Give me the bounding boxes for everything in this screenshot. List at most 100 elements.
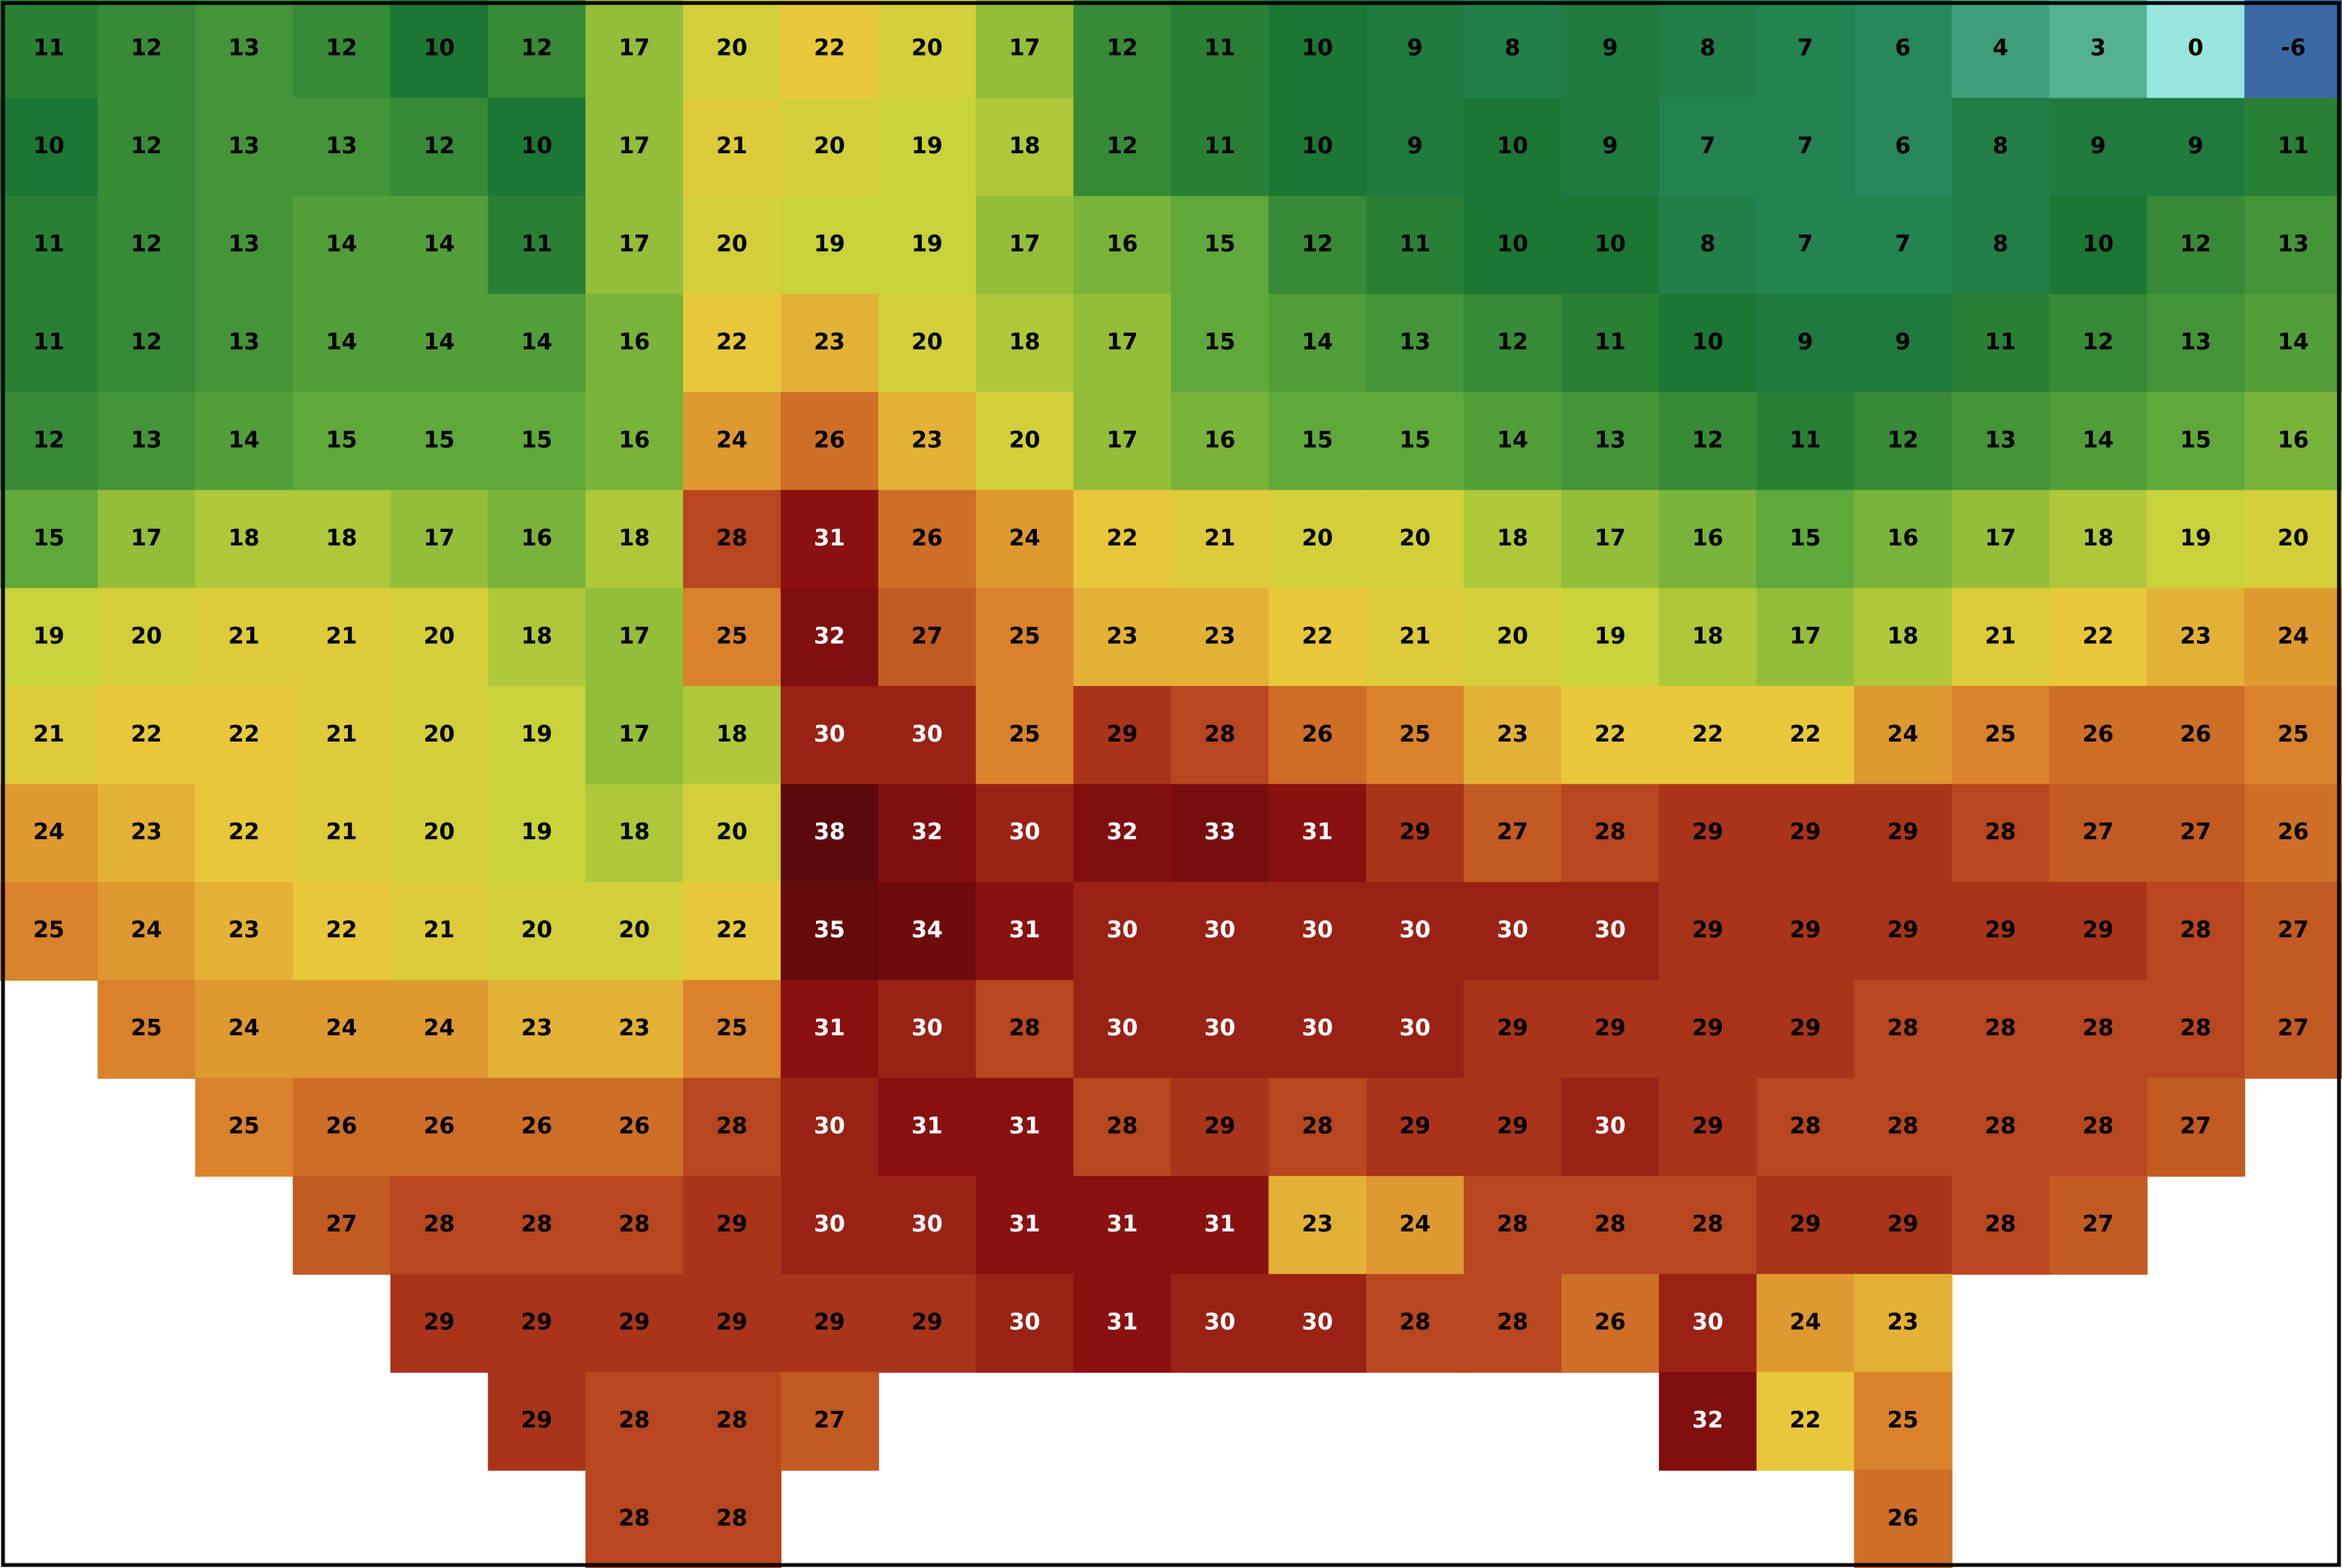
temperature-cell [390, 1273, 489, 1373]
temperature-cell [292, 588, 391, 687]
temperature-label: 10 [1497, 231, 1528, 258]
temperature-cell [1366, 881, 1465, 981]
temperature-label: 30 [1009, 819, 1041, 845]
temperature-label: 30 [911, 1211, 943, 1237]
temperature-cell [488, 294, 587, 393]
temperature-label: 14 [326, 329, 358, 355]
temperature-label: 21 [33, 721, 65, 748]
temperature-label: 28 [1594, 1211, 1626, 1237]
temperature-label: 24 [424, 1015, 455, 1041]
temperature-label: 27 [2180, 1113, 2211, 1140]
temperature-label: 28 [1985, 1113, 2017, 1140]
temperature-cell [1171, 490, 1270, 589]
temperature-label: 31 [814, 1015, 845, 1041]
temperature-cell [683, 1372, 781, 1471]
temperature-label: 11 [1594, 329, 1626, 355]
temperature-cell [2244, 391, 2342, 491]
temperature-cell [1366, 1176, 1465, 1275]
temperature-cell [1951, 294, 2050, 393]
temperature-label: 28 [1790, 1113, 1821, 1140]
temperature-cell [1268, 195, 1367, 295]
temperature-cell [1561, 980, 1660, 1079]
temperature-cell [1951, 784, 2050, 883]
temperature-cell [1854, 0, 1953, 99]
temperature-cell [878, 1077, 977, 1177]
temperature-cell [195, 490, 294, 589]
temperature-cell [1171, 0, 1270, 99]
temperature-label: 28 [1301, 1113, 1333, 1140]
temperature-cell [1268, 881, 1367, 981]
temperature-cell [975, 98, 1074, 197]
temperature-label: 10 [424, 35, 455, 62]
temperature-cell [0, 490, 98, 589]
temperature-cell [878, 881, 977, 981]
temperature-cell [781, 490, 879, 589]
temperature-label: 31 [1107, 1309, 1138, 1335]
temperature-cell [781, 980, 879, 1079]
temperature-label: 30 [814, 1113, 845, 1140]
temperature-cell [1073, 391, 1172, 491]
temperature-label: 7 [1700, 133, 1715, 159]
temperature-label: 10 [1692, 329, 1724, 355]
temperature-cell [1366, 0, 1465, 99]
temperature-label: 19 [814, 231, 845, 258]
temperature-cell [1268, 490, 1367, 589]
temperature-label: 27 [1497, 819, 1528, 845]
temperature-label: 30 [1497, 917, 1528, 944]
temperature-cell [97, 881, 196, 981]
temperature-cell [975, 1176, 1074, 1275]
temperature-cell [1073, 980, 1172, 1079]
temperature-cell [781, 294, 879, 393]
temperature-label: 13 [326, 133, 358, 159]
temperature-label: 20 [424, 623, 455, 649]
temperature-label: 12 [326, 35, 358, 62]
temperature-cell [1951, 686, 2050, 785]
temperature-cell [2049, 0, 2148, 99]
temperature-label: 15 [1204, 231, 1236, 258]
temperature-cell [390, 391, 489, 491]
temperature-cell [1951, 0, 2050, 99]
temperature-cell [0, 195, 98, 295]
temperature-label: 9 [2188, 133, 2204, 159]
temperature-cell [683, 1176, 781, 1275]
temperature-cell [488, 1273, 587, 1373]
temperature-label: 22 [326, 917, 358, 944]
temperature-cell [0, 784, 98, 883]
temperature-cell [781, 391, 879, 491]
temperature-cell [390, 98, 489, 197]
temperature-label: 10 [1301, 133, 1333, 159]
temperature-cell [1951, 490, 2050, 589]
temperature-label: 29 [1399, 819, 1431, 845]
temperature-cell [683, 195, 781, 295]
temperature-cell [390, 195, 489, 295]
temperature-cell [0, 391, 98, 491]
temperature-cell [2147, 588, 2246, 687]
temperature-label: 30 [814, 1211, 845, 1237]
temperature-label: 23 [1301, 1211, 1333, 1237]
temperature-cell [97, 391, 196, 491]
temperature-cell [585, 195, 684, 295]
temperature-cell [781, 1372, 879, 1471]
temperature-cell [1366, 1273, 1465, 1373]
temperature-label: 12 [1301, 231, 1333, 258]
temperature-cell [1464, 391, 1562, 491]
temperature-cell [97, 294, 196, 393]
temperature-cell [488, 980, 587, 1079]
temperature-label: 18 [1887, 623, 1919, 649]
temperature-label: 19 [911, 231, 943, 258]
temperature-cell [975, 294, 1074, 393]
temperature-cell [0, 98, 98, 197]
temperature-cell [97, 490, 196, 589]
temperature-cell [1561, 98, 1660, 197]
temperature-label: 13 [131, 427, 162, 453]
temperature-label: 27 [2277, 1015, 2309, 1041]
temperature-label: 12 [1887, 427, 1919, 453]
temperature-label: 17 [131, 525, 162, 551]
temperature-label: 26 [1301, 721, 1333, 748]
temperature-cell [1464, 1273, 1562, 1373]
temperature-label: 20 [1009, 427, 1041, 453]
temperature-label: 24 [1399, 1211, 1431, 1237]
temperature-cell [1561, 0, 1660, 99]
temperature-cell [1171, 980, 1270, 1079]
